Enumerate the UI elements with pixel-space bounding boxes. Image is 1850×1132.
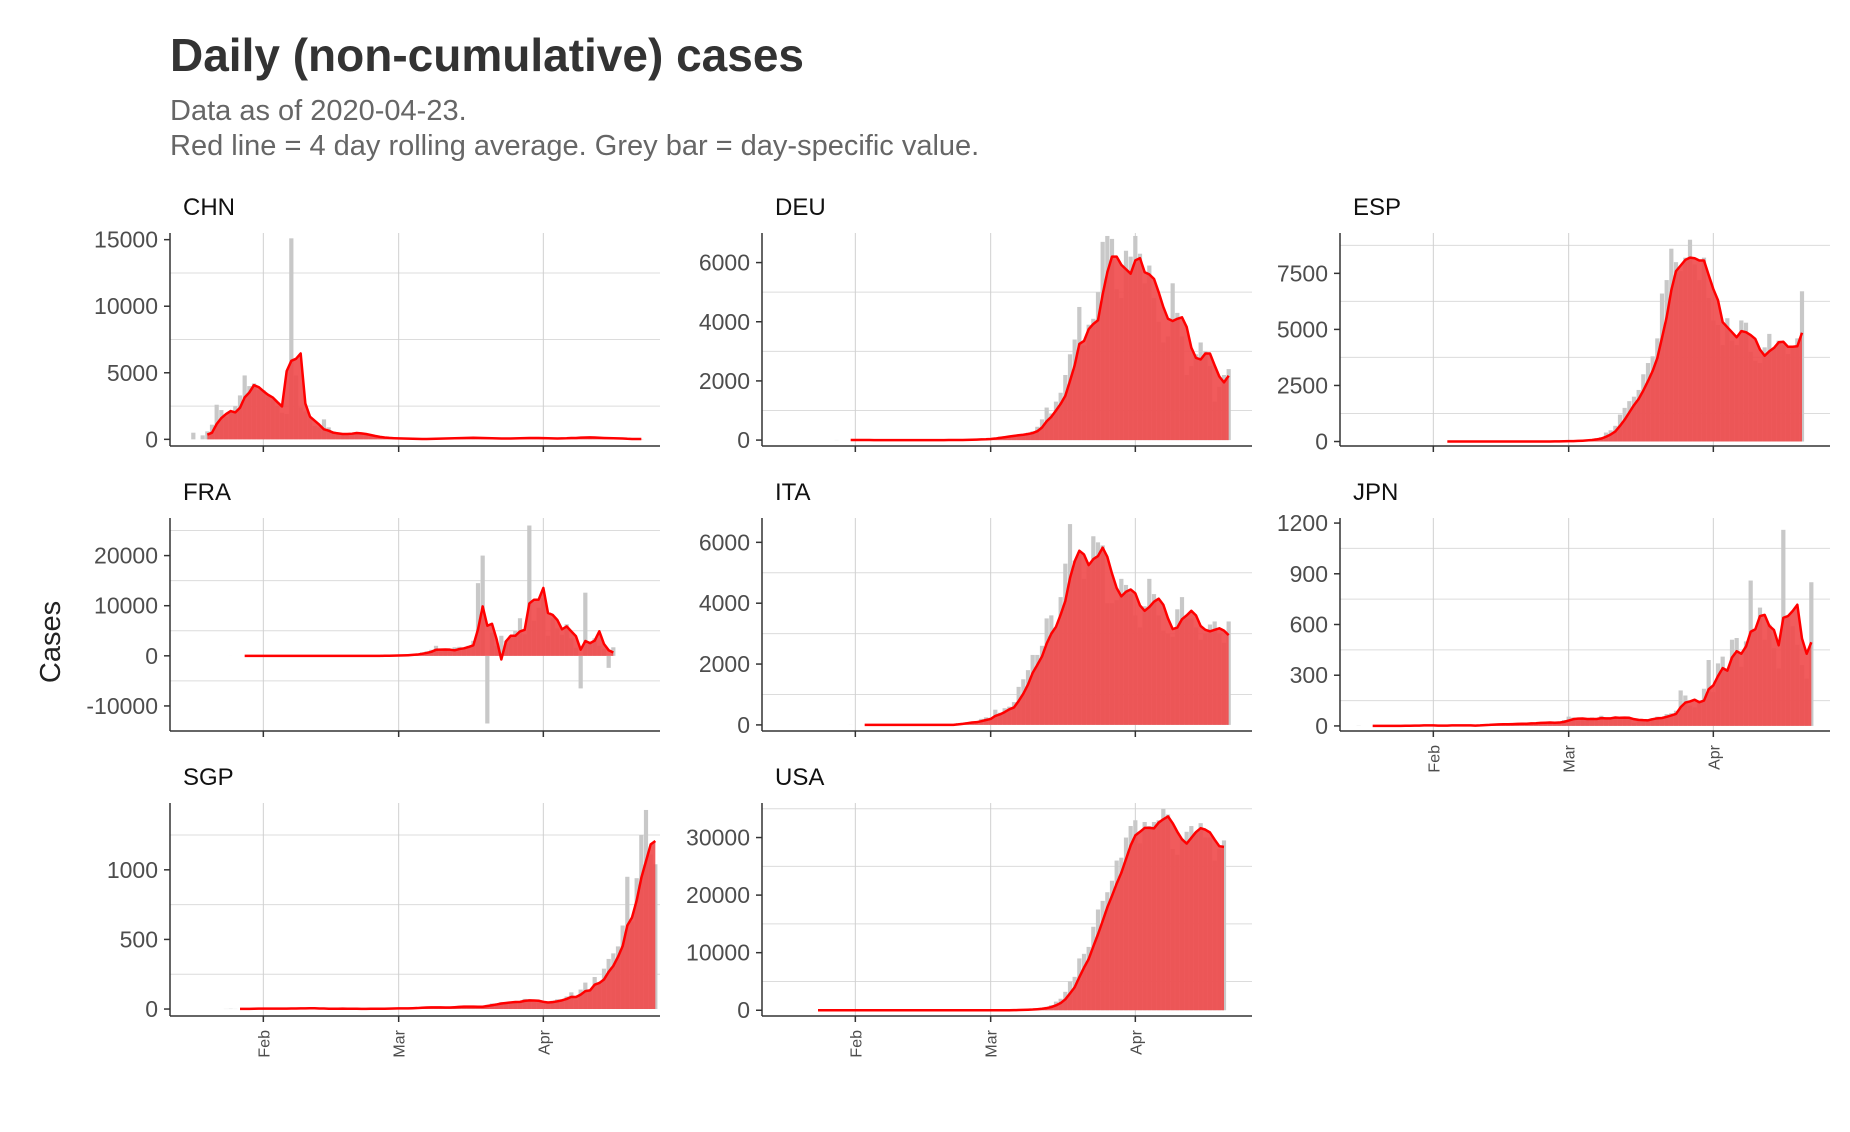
panel-title-sgp: SGP	[183, 764, 234, 791]
daily-bar	[200, 435, 205, 440]
rolling-average-area	[850, 256, 1229, 441]
daily-bar	[583, 592, 588, 656]
y-tick-label: -10000	[86, 693, 158, 719]
daily-bar	[527, 525, 532, 656]
y-tick-label: 0	[145, 643, 158, 669]
y-tick-label: 20000	[686, 882, 750, 908]
y-tick-label: 2500	[1277, 372, 1328, 398]
y-tick-label: 10000	[94, 293, 158, 319]
y-tick-label: 5000	[107, 360, 158, 386]
y-tick-label: 300	[1290, 662, 1328, 688]
x-tick-label: Mar	[392, 1029, 409, 1057]
y-tick-label: 30000	[686, 825, 750, 851]
x-tick-label: Mar	[984, 1029, 1001, 1057]
y-tick-label: 900	[1290, 561, 1328, 587]
panel-deu: DEU 0 2000 4000 6000	[699, 194, 1252, 453]
x-tick-label: Apr	[1128, 1029, 1145, 1055]
y-tick-label: 6000	[699, 250, 750, 276]
panel-sgp: SGP 0 500 1000 Feb Mar Apr	[107, 764, 660, 1058]
chart-subtitle-line-2: Red line = 4 day rolling average. Grey b…	[170, 130, 980, 162]
chart-subtitle-line-1: Data as of 2020-04-23.	[170, 95, 467, 127]
rolling-average-line	[240, 839, 657, 1011]
panel-title-fra: FRA	[183, 479, 231, 506]
rolling-average-area	[207, 353, 642, 440]
panel-jpn: JPN 0 300 600 900 1200 Feb Mar Apr	[1277, 479, 1830, 773]
rolling-average-area	[240, 840, 656, 1010]
daily-bar	[578, 655, 583, 689]
x-tick-label: Mar	[1562, 744, 1579, 772]
panel-title-chn: CHN	[183, 194, 235, 221]
rolling-average-line	[1372, 603, 1813, 728]
panel-ita: ITA 0 2000 4000 6000	[699, 479, 1252, 738]
y-tick-label: 2000	[699, 368, 750, 394]
y-tick-label: 7500	[1277, 260, 1328, 286]
panel-usa: USA 0 10000 20000 30000 Feb Mar Apr	[686, 764, 1252, 1058]
chart-title: Daily (non-cumulative) cases	[170, 29, 804, 81]
daily-bar	[191, 432, 196, 440]
y-tick-label: 0	[145, 426, 158, 452]
panel-title-deu: DEU	[775, 194, 826, 221]
y-tick-label: 5000	[1277, 316, 1328, 342]
panel-fra: FRA -10000 0 10000 20000	[86, 479, 660, 737]
y-tick-label: 4000	[699, 309, 750, 335]
y-tick-label: 0	[737, 997, 750, 1023]
rolling-average-line	[1447, 256, 1804, 443]
daily-bar	[606, 655, 611, 668]
x-tick-label: Feb	[848, 1030, 865, 1058]
y-tick-label: 0	[1315, 713, 1328, 739]
daily-bar	[499, 635, 504, 656]
y-axis-label: Cases	[35, 601, 67, 683]
panel-title-jpn: JPN	[1353, 479, 1398, 506]
y-tick-label: 500	[120, 926, 158, 952]
panel-title-esp: ESP	[1353, 194, 1401, 221]
panel-chn: CHN 0 5000 10000 15000	[94, 194, 660, 452]
panel-title-ita: ITA	[775, 479, 811, 506]
y-tick-label: 1000	[107, 857, 158, 883]
y-tick-label: 20000	[94, 543, 158, 569]
y-tick-label: 0	[1315, 429, 1328, 455]
daily-bar	[485, 655, 490, 724]
y-tick-label: 0	[737, 427, 750, 453]
y-tick-label: 4000	[699, 590, 750, 616]
daily-bar	[653, 864, 658, 1010]
x-tick-label: Feb	[256, 1030, 273, 1058]
rolling-average-line	[206, 352, 642, 441]
daily-bar	[1809, 582, 1814, 726]
panel-title-usa: USA	[775, 764, 824, 791]
panel-esp: ESP 0 2500 5000 7500	[1277, 194, 1830, 455]
rolling-average-line	[818, 815, 1225, 1012]
y-tick-label: 2000	[699, 651, 750, 677]
daily-bar	[289, 238, 294, 440]
x-tick-label: Apr	[1706, 744, 1723, 770]
daily-bar	[475, 583, 481, 656]
panels-group: CHN050001000015000DEU0200040006000ESP025…	[86, 194, 1830, 1058]
y-tick-label: 1200	[1277, 510, 1328, 536]
rolling-average-area	[1447, 257, 1802, 442]
y-tick-label: 10000	[686, 940, 750, 966]
y-tick-label: 600	[1290, 612, 1328, 638]
rolling-average-line	[850, 255, 1230, 442]
rolling-average-area	[818, 816, 1224, 1011]
rolling-average-line	[864, 546, 1230, 727]
x-tick-label: Feb	[1426, 745, 1443, 773]
y-tick-label: 0	[145, 996, 158, 1022]
rolling-average-area	[244, 587, 614, 660]
y-tick-label: 15000	[94, 227, 158, 253]
rolling-average-area	[864, 547, 1229, 725]
rolling-average-area	[1372, 604, 1812, 726]
rolling-average-line	[244, 586, 614, 661]
y-tick-label: 6000	[699, 529, 750, 555]
x-tick-label: Apr	[536, 1029, 553, 1055]
y-tick-label: 0	[737, 712, 750, 738]
y-tick-label: 10000	[94, 593, 158, 619]
